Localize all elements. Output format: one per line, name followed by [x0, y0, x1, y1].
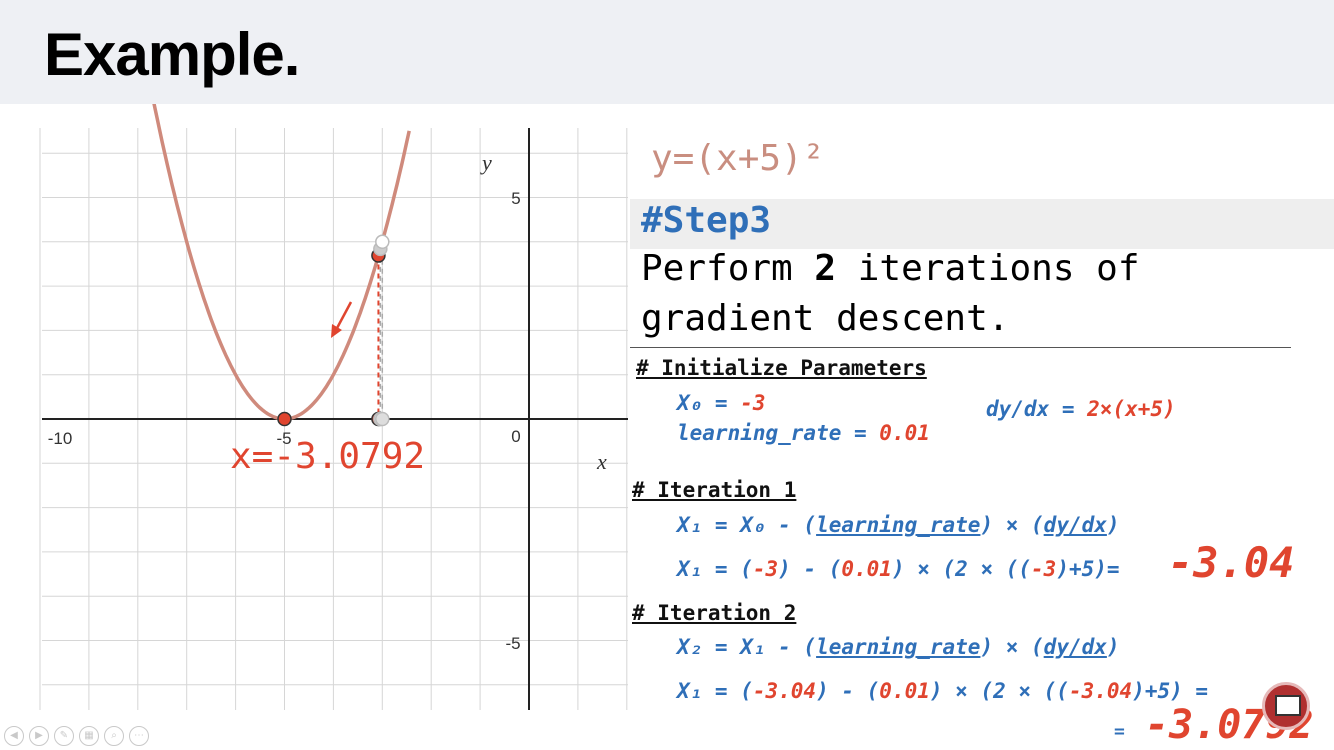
task-line-1: Perform 2 iterations of [641, 248, 1140, 289]
prev-icon[interactable]: ◀ [4, 726, 24, 746]
task-line-2: gradient descent. [641, 298, 1010, 339]
lr-label: learning_rate = [677, 421, 880, 445]
i2c-c: ) × (2 × (( [929, 679, 1069, 703]
i2f-c: ) [1106, 635, 1120, 659]
i1f-a: X₁ = X₀ - ( [677, 513, 817, 537]
descent-arrow [334, 301, 353, 331]
iteration2-formula: X₂ = X₁ - (learning_rate) × (dy/dx) [677, 635, 1120, 659]
slide-header [0, 0, 1334, 104]
y-axis-label: y [480, 150, 492, 175]
i1c-c: ) × (2 × (( [891, 557, 1032, 581]
i2f-d: dy/dx [1043, 635, 1107, 659]
iteration2-equals: = [1114, 721, 1136, 742]
iteration2-calc: X₁ = (-3.04) - (0.01) × (2 × ((-3.04)+5)… [677, 679, 1221, 703]
tick-label-y-neg5: -5 [505, 634, 520, 653]
function-equation: y=(x+5)² [651, 138, 825, 179]
presenter-screen [1275, 695, 1301, 716]
i1c-b: ) - ( [778, 557, 842, 581]
task-text-post: iterations of [836, 248, 1140, 289]
i1c-x2: -3 [1031, 557, 1057, 581]
derivative-line: dy/dx = 2×(x+5) [986, 397, 1176, 421]
i2c-lr: 0.01 [879, 679, 930, 703]
init-header: # Initialize Parameters [636, 356, 927, 380]
i1c-x: -3 [752, 557, 779, 581]
next-icon[interactable]: ▶ [29, 726, 49, 746]
i2f-b: ) × ( [980, 635, 1044, 659]
tick-label-y-5: 5 [511, 189, 520, 208]
tick-label-origin: 0 [511, 427, 520, 446]
descent-arrowhead [331, 324, 342, 338]
iteration1-calc: X₁ = (-3) - (0.01) × (2 × ((-3)+5)= [677, 557, 1132, 581]
more-icon[interactable]: ⋯ [129, 726, 149, 746]
i2c-a: X₁ = ( [677, 679, 753, 703]
i1f-lr: learning_rate [816, 513, 981, 537]
iteration1-header: # Iteration 1 [632, 478, 797, 502]
lr-line: learning_rate = 0.01 [677, 421, 930, 445]
i2c-x: -3.04 [752, 679, 817, 703]
i2f-a: X₂ = X₁ - ( [677, 635, 817, 659]
function-graph: -10 -5 0 5 -5 x y [39, 104, 628, 710]
axis-point-start [375, 411, 390, 427]
parabola-curve [152, 104, 411, 421]
x0-label: X₀ = [677, 391, 741, 415]
i2c-x2: -3.04 [1068, 679, 1133, 703]
lr-value: 0.01 [879, 421, 930, 445]
i1c-lr: 0.01 [841, 557, 892, 581]
x-annotation: x=-3.0792 [230, 436, 426, 477]
step-label: #Step3 [641, 200, 772, 241]
i1f-d: dy/dx [1043, 513, 1107, 537]
tick-label-x-neg5: -5 [276, 429, 291, 448]
guide-lines [377, 241, 384, 419]
slide-title: Example. [44, 21, 300, 88]
iteration1-result: -3.04 [1168, 538, 1295, 587]
x-axis-label: x [596, 449, 607, 474]
derivative-label: dy/dx = [986, 397, 1088, 421]
curve-point-start [375, 234, 390, 250]
divider [630, 347, 1291, 348]
zoom-icon[interactable]: ⌕ [104, 726, 124, 746]
i2c-d: )+5) = [1132, 679, 1221, 703]
iteration1-formula: X₁ = X₀ - (learning_rate) × (dy/dx) [677, 513, 1120, 537]
slideshow-toolbar: ◀ ▶ ✎ ▦ ⌕ ⋯ [4, 726, 149, 746]
i2c-b: ) - ( [816, 679, 880, 703]
curve-point-minimum [277, 411, 292, 427]
presenter-icon[interactable] [1262, 682, 1310, 730]
i1f-c: ) [1106, 513, 1120, 537]
slides-icon[interactable]: ▦ [79, 726, 99, 746]
tick-label-x-neg10: -10 [48, 429, 73, 448]
i1f-b: ) × ( [980, 513, 1044, 537]
derivative-value: 2×(x+5) [1087, 397, 1176, 421]
x0-value: -3 [740, 391, 766, 415]
iteration2-header: # Iteration 2 [632, 601, 797, 625]
i1c-a: X₁ = ( [677, 557, 753, 581]
task-text-pre: Perform [641, 248, 815, 289]
pen-icon[interactable]: ✎ [54, 726, 74, 746]
iteration-count: 2 [814, 248, 837, 289]
x0-line: X₀ = -3 [677, 391, 766, 415]
i2f-lr: learning_rate [816, 635, 981, 659]
i1c-d: )+5)= [1056, 557, 1133, 581]
step-highlight-bar [630, 199, 1334, 249]
descent-points [277, 234, 390, 427]
